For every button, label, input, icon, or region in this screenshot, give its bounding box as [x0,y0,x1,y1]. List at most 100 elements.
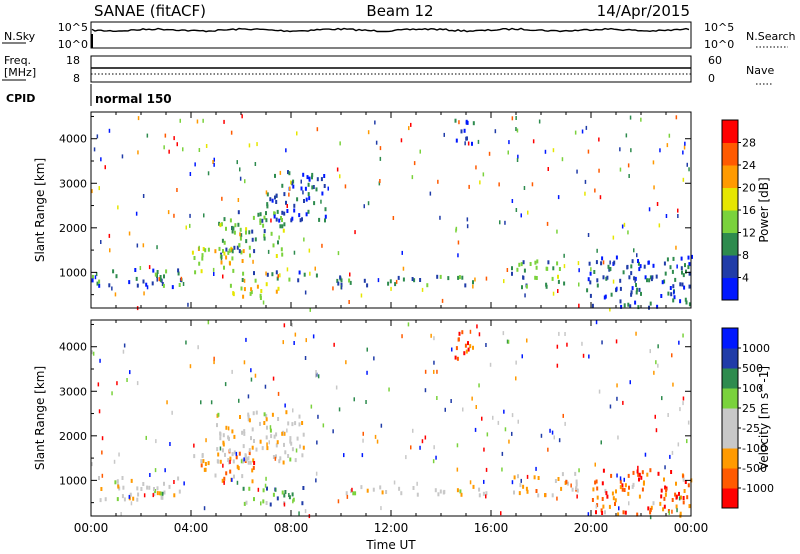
cpid-label: CPID [6,92,35,105]
colorbar-swatch [722,187,738,211]
range-cell [576,494,578,499]
range-cell [619,476,622,481]
range-cell [304,290,307,295]
range-cell [146,485,149,490]
range-cell [635,290,638,295]
range-cell [166,400,168,405]
velocity-colorbar-label: Velocity [m s^-1] [757,366,771,470]
range-cell [121,154,124,159]
range-cell [532,139,535,144]
range-cell [623,488,626,492]
range-cell [272,455,275,459]
range-cell [308,176,311,181]
range-cell [587,149,590,154]
range-cell [142,279,145,284]
range-cell [253,461,256,465]
range-cell [266,272,269,277]
range-cell [381,490,384,495]
range-cell [681,270,683,275]
range-cell [546,221,549,226]
range-cell [424,369,427,374]
xlabel: Time UT [365,538,416,552]
range-cell [610,292,613,297]
nsky-label: N.Sky [4,30,36,43]
range-cell [100,240,102,244]
range-cell [262,300,265,305]
nsky-tick-bottom: 10^0 [58,38,88,51]
range-cell [308,196,311,201]
range-cell [343,453,345,458]
range-cell [323,174,326,178]
range-cell [668,510,670,515]
range-cell [276,209,279,214]
range-cell [523,186,526,190]
range-cell [401,334,403,339]
range-cell [620,304,623,309]
range-cell [189,213,191,218]
range-cell [649,510,652,515]
range-cell [293,250,296,255]
range-cell [633,276,636,281]
range-cell [104,165,106,170]
range-cell [217,452,220,457]
range-cell [93,147,96,152]
range-cell [608,504,611,509]
range-cell [413,278,416,283]
range-cell [366,488,369,493]
range-cell [629,115,632,120]
range-cell [594,480,597,485]
range-cell [662,507,665,512]
range-cell [282,460,285,465]
range-cell [675,494,678,499]
range-cell [655,360,657,365]
range-cell [266,192,269,197]
range-cell [339,275,342,280]
range-cell [313,201,316,206]
range-cell [207,461,210,466]
range-cell [554,479,557,483]
range-cell [419,149,421,154]
range-cell [590,267,592,272]
range-cell [663,504,666,509]
range-cell [601,511,604,515]
range-cell [299,218,302,223]
range-cell [672,284,675,289]
range-cell [670,292,673,297]
range-cell [296,436,299,441]
range-cell [262,488,265,493]
range-cell [556,344,559,349]
range-cell [522,260,525,265]
range-cell [339,174,341,179]
range-cell [285,200,287,205]
range-cell [263,229,266,234]
range-cell [177,268,180,273]
range-cell [667,413,669,417]
range-cell [242,249,245,254]
range-cell [177,476,180,481]
range-cell [293,208,296,213]
range-cell [537,476,540,480]
range-cell [412,486,415,490]
range-cell [637,261,640,266]
range-cell [308,248,311,253]
range-cell [340,285,343,290]
range-cell [293,341,295,345]
y-tick-label: 4000 [59,341,87,354]
velocity-scatter-layer [91,320,693,520]
range-cell [263,412,266,417]
range-cell [282,228,285,233]
range-cell [637,472,640,477]
range-cell [669,265,672,270]
freq-tick-bottom: 8 [73,72,80,85]
range-cell [436,369,438,374]
range-cell [584,191,586,196]
range-cell [609,404,612,409]
range-cell [395,279,398,284]
range-cell [294,421,297,426]
range-cell [98,476,100,480]
freq-panel-frame [90,55,692,83]
range-cell [454,118,457,123]
range-cell [547,260,550,265]
range-cell [617,512,620,517]
range-cell [243,501,246,506]
